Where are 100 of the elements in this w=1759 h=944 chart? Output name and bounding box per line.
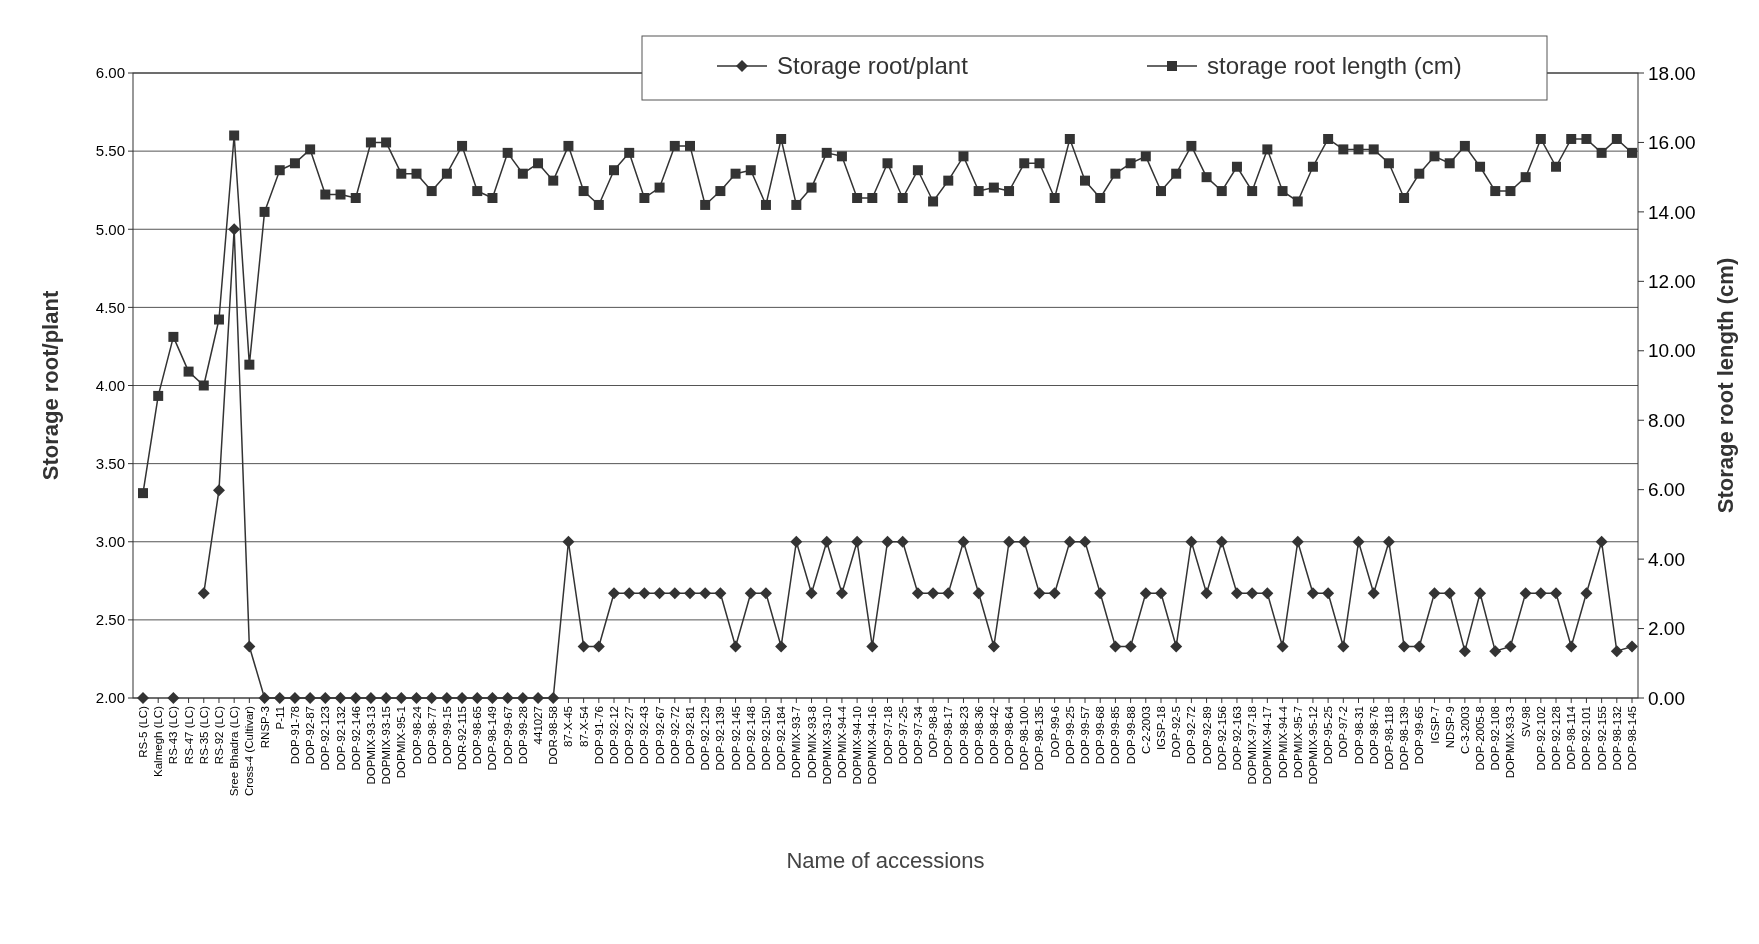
x-tick-label: 87-X-45 (562, 706, 575, 747)
x-tick-label: DOP-97-25 (896, 706, 909, 765)
x-tick-label: DOP-92-72 (1185, 706, 1198, 765)
legend-label: Storage root/plant (777, 52, 969, 80)
x-tick-label: DOPMIX-95-1 (395, 706, 408, 779)
x-tick-label: DOP-92-145 (729, 706, 742, 771)
x-tick-label: DOP-98-145 (1626, 706, 1639, 771)
y2-tick-label: 0.00 (1648, 687, 1685, 709)
y-tick-label: 4.50 (95, 298, 125, 316)
x-tick-label: DOP-99-25 (1063, 706, 1076, 765)
x-tick-label: DOP-98-132 (1610, 706, 1623, 771)
x-tick-label: C-3-2003 (1458, 706, 1471, 754)
x-tick-label: DOP-92-43 (638, 706, 651, 765)
x-tick-label: DOP-97-34 (911, 705, 924, 765)
x-tick-label: DOP-98-139 (1398, 706, 1411, 771)
x-tick-label: P-11 (273, 706, 286, 730)
x-tick-label: DOP-92-155 (1595, 706, 1608, 771)
x-tick-label: DOP-92-148 (744, 706, 757, 771)
x-tick-label: DOP-98-118 (1382, 706, 1395, 770)
x-tick-label: DOR-92-115 (456, 706, 469, 771)
x-tick-label: DOP-98-77 (425, 706, 438, 765)
x-tick-label: DOP-95-25 (1322, 706, 1335, 765)
y2-tick-label: 8.00 (1648, 409, 1685, 431)
x-tick-label: DOP-98-149 (486, 706, 499, 771)
x-tick-label: DOP-92-139 (714, 706, 727, 771)
x-tick-label: DOP-92-146 (349, 706, 362, 771)
x-tick-label: DOP-92-67 (653, 706, 666, 765)
y2-tick-label: 18.00 (1648, 62, 1696, 84)
x-tick-label: DOP-99-6 (1048, 706, 1061, 758)
x-tick-label: Sree Bhadra (LC) (228, 705, 241, 797)
x-tick-label: DOPMIX-93-8 (805, 706, 818, 779)
y-tick-label: 2.50 (95, 611, 125, 629)
x-tick-label: DOR-98-58 (547, 706, 560, 765)
x-tick-label: DOP-92-101 (1580, 706, 1593, 771)
x-tick-label: DOPMIX-93-10 (820, 706, 833, 785)
x-tick-label: RS-47 (LC) (182, 705, 195, 765)
x-tick-label: DOP-98-76 (1367, 706, 1380, 765)
x-tick-label: DOP-97-18 (881, 706, 894, 765)
y-axis-title: Storage root/plant (38, 290, 63, 481)
x-tick-label: 441027 (532, 706, 545, 745)
x-tick-label: RNSP-3 (258, 706, 271, 749)
x-tick-label: DOP-92-12 (608, 706, 621, 765)
x-tick-label: DOP-91-76 (592, 706, 605, 765)
x-tick-label: DOP-98-24 (410, 705, 423, 765)
x-tick-label: IGSP-7 (1428, 706, 1441, 744)
x-tick-label: RS-35 (LC) (197, 705, 210, 765)
x-tick-label: DOP-91-78 (288, 706, 301, 765)
x-tick-label: DOP-98-8 (927, 706, 940, 758)
x-tick-label: DOP-92-163 (1230, 706, 1243, 771)
x-tick-label: Cross-4 (Cultivar) (243, 705, 256, 797)
x-tick-label: DOP-92-184 (775, 705, 788, 771)
x-tick-label: DOP-99-57 (1079, 706, 1092, 765)
x-tick-label: NDSP-9 (1443, 706, 1456, 749)
y2-tick-label: 4.00 (1648, 548, 1685, 570)
x-tick-label: C-2-2003 (1139, 706, 1152, 754)
y2-tick-label: 6.00 (1648, 479, 1685, 501)
x-tick-label: DOP-92-102 (1534, 706, 1547, 771)
x-tick-label: DOP-99-68 (1094, 706, 1107, 765)
x-tick-label: DOP-99-28 (516, 706, 529, 765)
x-tick-label: DOPMIX-94-10 (851, 706, 864, 785)
y2-tick-label: 2.00 (1648, 618, 1685, 640)
x-tick-label: DOPMIX-94-4 (1276, 705, 1289, 779)
x-tick-label: DOP-97-2 (1337, 706, 1350, 758)
x-tick-label: 87-X-54 (577, 705, 590, 747)
x-tick-label: DOP-92-156 (1215, 706, 1228, 771)
x-tick-label: DOP-92-129 (699, 706, 712, 771)
x-tick-label: DOP-98-23 (957, 706, 970, 765)
x-tick-label: DOP-98-42 (987, 706, 1000, 765)
y-tick-label: 2.00 (95, 689, 125, 707)
x-tick-label: RS-43 (LC) (167, 705, 180, 765)
x-tick-label: DOP-2005-8 (1474, 706, 1487, 771)
x-tick-label: DOP-99-67 (501, 706, 514, 765)
x-tick-label: DOP-98-36 (972, 706, 985, 765)
x-tick-label: DOPMIX-93-13 (364, 706, 377, 785)
x-tick-label: DOPMIX-93-15 (380, 706, 393, 785)
x-tick-label: DOP-92-150 (759, 706, 772, 771)
x-tick-label: DOP-98-100 (1018, 706, 1031, 771)
x-tick-label: DOPMIX-95-7 (1291, 706, 1304, 779)
y-tick-label: 5.00 (95, 220, 125, 238)
y2-tick-label: 12.00 (1648, 270, 1696, 292)
x-tick-label: DOPMIX-94-17 (1261, 706, 1274, 785)
x-tick-label: DOP-92-27 (623, 706, 636, 765)
x-tick-label: DOP-99-15 (440, 706, 453, 765)
x-tick-label: DOP-99-85 (1109, 706, 1122, 765)
x-tick-label: DOP-92-89 (1200, 706, 1213, 765)
x-tick-label: DOP-98-17 (942, 706, 955, 765)
x-tick-label: DOP-98-64 (1003, 705, 1016, 765)
x-tick-label: DOP-92-87 (304, 706, 317, 765)
x-tick-label: DOP-92-108 (1489, 706, 1502, 771)
x-tick-label: DOP-92-72 (668, 706, 681, 765)
x-tick-label: DOPMIX-94-4 (835, 705, 848, 779)
x-tick-label: IGSP-18 (1155, 706, 1168, 751)
x-tick-label: Kalmegh (LC) (152, 705, 165, 777)
x-tick-label: DOP-92-132 (334, 706, 347, 771)
x-tick-label: DOPMIX-95-12 (1306, 706, 1319, 785)
x-tick-label: DOP-99-88 (1124, 706, 1137, 765)
y-tick-label: 4.00 (95, 376, 125, 394)
x-tick-label: RS-5 (LC) (137, 705, 150, 758)
x-tick-label: DOP-99-65 (1413, 706, 1426, 765)
legend-label: storage root length (cm) (1207, 52, 1462, 80)
